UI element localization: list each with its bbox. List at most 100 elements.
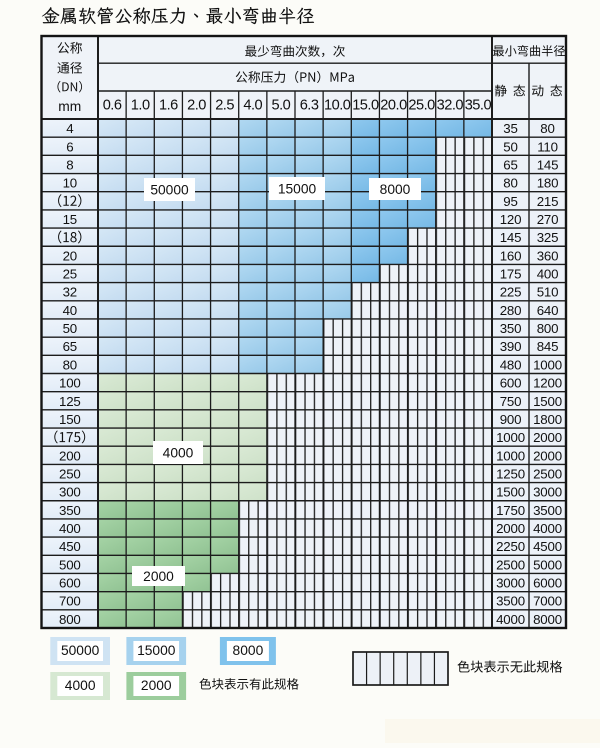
svg-text:1.0: 1.0 [131, 97, 150, 113]
svg-text:50000: 50000 [61, 643, 100, 658]
svg-text:7000: 7000 [533, 594, 562, 609]
svg-text:8000: 8000 [233, 643, 264, 658]
svg-text:215: 215 [537, 194, 559, 209]
svg-text:35: 35 [503, 121, 517, 136]
svg-text:15.0: 15.0 [352, 97, 379, 113]
svg-text:32: 32 [63, 285, 77, 300]
svg-text:20: 20 [63, 248, 77, 263]
svg-text:390: 390 [500, 339, 522, 354]
svg-text:120: 120 [500, 212, 522, 227]
svg-text:750: 750 [500, 394, 522, 409]
svg-text:2.5: 2.5 [215, 97, 234, 113]
svg-text:1200: 1200 [533, 376, 562, 391]
svg-text:600: 600 [59, 576, 81, 591]
svg-text:280: 280 [500, 303, 522, 318]
svg-text:25: 25 [63, 267, 77, 282]
svg-text:15000: 15000 [137, 643, 176, 658]
svg-text:1250: 1250 [496, 467, 525, 482]
svg-text:350: 350 [500, 321, 522, 336]
svg-text:8000: 8000 [533, 612, 562, 627]
svg-text:2000: 2000 [533, 448, 562, 463]
svg-text:1500: 1500 [533, 394, 562, 409]
svg-text:2000: 2000 [143, 569, 174, 584]
svg-text:1000: 1000 [496, 448, 525, 463]
svg-text:80: 80 [63, 357, 77, 372]
svg-text:6000: 6000 [533, 576, 562, 591]
svg-text:250: 250 [59, 467, 81, 482]
svg-text:100: 100 [59, 376, 81, 391]
svg-text:15: 15 [63, 212, 77, 227]
svg-text:80: 80 [503, 176, 517, 191]
svg-text:145: 145 [537, 157, 559, 172]
svg-text:2000: 2000 [533, 430, 562, 445]
svg-text:510: 510 [537, 285, 559, 300]
svg-text:3500: 3500 [496, 594, 525, 609]
svg-text:35.0: 35.0 [465, 97, 492, 113]
svg-text:2250: 2250 [496, 539, 525, 554]
svg-text:1000: 1000 [533, 357, 562, 372]
svg-text:300: 300 [59, 485, 81, 500]
svg-text:350: 350 [59, 503, 81, 518]
svg-text:40: 40 [63, 303, 77, 318]
svg-text:3000: 3000 [496, 576, 525, 591]
svg-text:2500: 2500 [496, 557, 525, 572]
svg-text:360: 360 [537, 248, 559, 263]
svg-text:65: 65 [63, 339, 77, 354]
svg-text:5000: 5000 [533, 557, 562, 572]
svg-text:225: 225 [500, 285, 522, 300]
svg-text:4500: 4500 [533, 539, 562, 554]
svg-text:4000: 4000 [163, 446, 194, 461]
svg-text:175: 175 [500, 267, 522, 282]
svg-text:800: 800 [537, 321, 559, 336]
svg-text:150: 150 [59, 412, 81, 427]
svg-text:1500: 1500 [496, 485, 525, 500]
svg-text:400: 400 [537, 267, 559, 282]
svg-text:3000: 3000 [533, 485, 562, 500]
svg-text:480: 480 [500, 357, 522, 372]
svg-text:50: 50 [63, 321, 77, 336]
svg-text:32.0: 32.0 [437, 97, 464, 113]
svg-text:125: 125 [59, 394, 81, 409]
svg-text:50000: 50000 [150, 183, 189, 198]
svg-text:6: 6 [66, 139, 73, 154]
svg-text:600: 600 [500, 376, 522, 391]
svg-text:80: 80 [540, 121, 554, 136]
svg-text:20.0: 20.0 [380, 97, 407, 113]
svg-text:4000: 4000 [496, 612, 525, 627]
svg-text:15000: 15000 [278, 182, 317, 197]
svg-text:25.0: 25.0 [408, 97, 435, 113]
svg-text:65: 65 [503, 157, 517, 172]
svg-text:5.0: 5.0 [272, 97, 291, 113]
svg-text:10: 10 [63, 176, 77, 191]
svg-text:180: 180 [537, 176, 559, 191]
svg-text:500: 500 [59, 557, 81, 572]
svg-text:145: 145 [500, 230, 522, 245]
svg-text:2000: 2000 [141, 678, 172, 693]
svg-text:mm: mm [58, 99, 81, 114]
svg-text:2500: 2500 [533, 467, 562, 482]
svg-text:3500: 3500 [533, 503, 562, 518]
svg-text:4000: 4000 [65, 678, 96, 693]
svg-text:10.0: 10.0 [324, 97, 351, 113]
svg-text:4.0: 4.0 [243, 97, 262, 113]
svg-text:95: 95 [503, 194, 517, 209]
svg-text:6.3: 6.3 [300, 97, 319, 113]
svg-text:2000: 2000 [496, 521, 525, 536]
svg-text:1.6: 1.6 [159, 97, 178, 113]
svg-text:4000: 4000 [533, 521, 562, 536]
svg-text:270: 270 [537, 212, 559, 227]
svg-text:8000: 8000 [380, 182, 411, 197]
svg-text:700: 700 [59, 594, 81, 609]
svg-text:200: 200 [59, 448, 81, 463]
svg-text:0.6: 0.6 [103, 97, 122, 113]
svg-text:1800: 1800 [533, 412, 562, 427]
svg-text:800: 800 [59, 612, 81, 627]
svg-text:640: 640 [537, 303, 559, 318]
svg-text:450: 450 [59, 539, 81, 554]
svg-text:8: 8 [66, 157, 73, 172]
svg-text:1000: 1000 [496, 430, 525, 445]
svg-text:845: 845 [537, 339, 559, 354]
svg-text:325: 325 [537, 230, 559, 245]
svg-text:50: 50 [503, 139, 517, 154]
svg-text:2.0: 2.0 [187, 97, 206, 113]
